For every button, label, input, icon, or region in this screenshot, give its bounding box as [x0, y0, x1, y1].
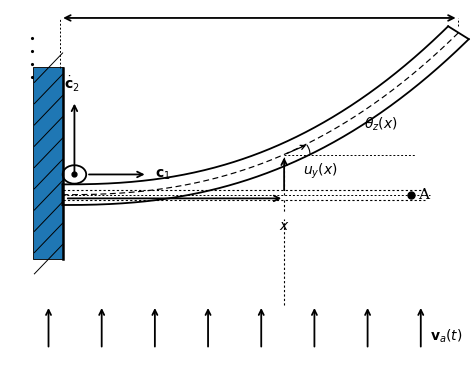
- Text: $x$: $x$: [279, 219, 290, 233]
- Text: $\mathbf{v}_a(t)$: $\mathbf{v}_a(t)$: [430, 328, 463, 345]
- Text: $u_y(x)$: $u_y(x)$: [303, 161, 337, 181]
- Text: $\mathbf{c}_1$: $\mathbf{c}_1$: [155, 167, 170, 182]
- Text: $\theta_z(x)$: $\theta_z(x)$: [364, 115, 398, 132]
- Polygon shape: [35, 68, 63, 259]
- Text: A: A: [419, 188, 429, 202]
- Bar: [35, 68, 63, 259]
- Text: $\dot{\mathbf{c}}_2$: $\dot{\mathbf{c}}_2$: [64, 75, 80, 94]
